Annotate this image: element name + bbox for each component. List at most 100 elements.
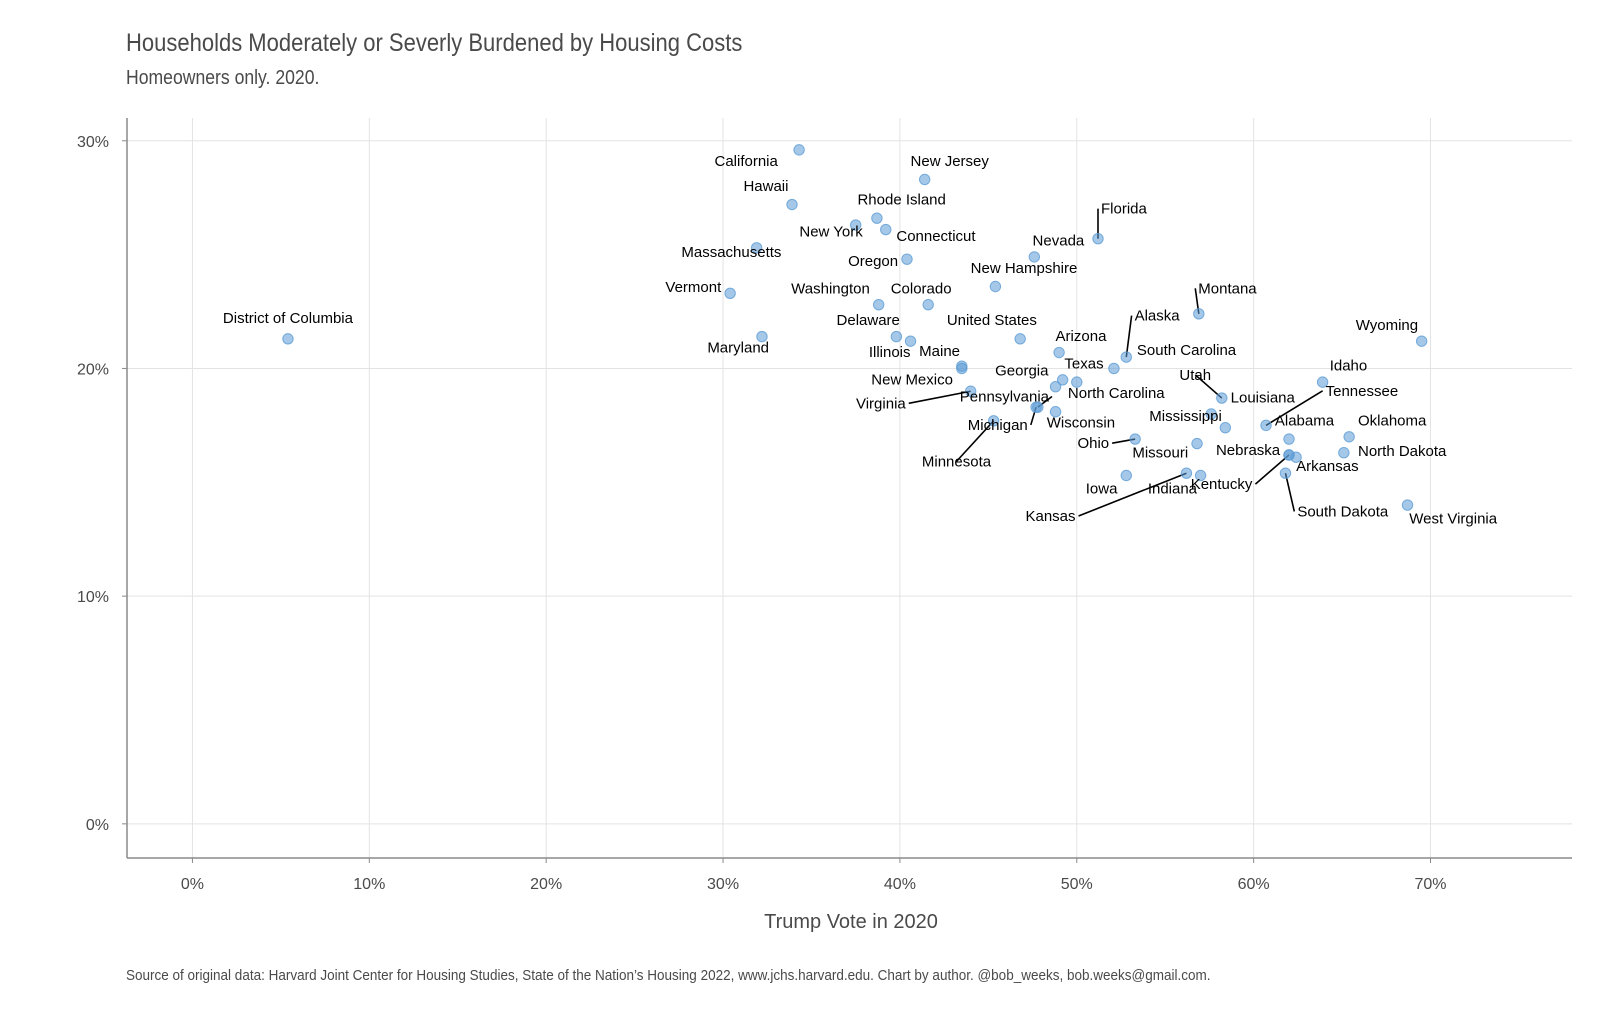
point-label: Mississippi	[1149, 408, 1222, 425]
point-label: Indiana	[1148, 481, 1198, 498]
point-label: South Carolina	[1137, 342, 1237, 359]
point-label: Hawaii	[743, 178, 788, 195]
point-label: Michigan	[968, 417, 1028, 434]
x-tick-label: 10%	[353, 876, 385, 893]
point-label: Pennsylvania	[960, 388, 1050, 405]
point-label: Montana	[1198, 280, 1257, 297]
data-point	[1279, 467, 1292, 479]
data-point	[880, 223, 892, 236]
data-point	[282, 333, 294, 345]
data-point	[1343, 431, 1355, 443]
data-point	[918, 173, 931, 186]
point-label: Nebraska	[1216, 442, 1281, 459]
data-point	[1092, 232, 1104, 245]
data-point	[1216, 392, 1228, 404]
point-label: Delaware	[837, 312, 900, 329]
point-label: Utah	[1179, 367, 1211, 384]
point-label: Iowa	[1086, 481, 1118, 498]
point-label: Alabama	[1275, 412, 1335, 429]
data-point	[1193, 308, 1205, 320]
data-point	[1049, 406, 1062, 418]
y-tick-label: 10%	[77, 589, 109, 606]
point-label: Massachusetts	[681, 244, 781, 261]
point-label: North Dakota	[1358, 443, 1447, 460]
data-point	[724, 287, 736, 300]
data-points	[282, 144, 1428, 511]
x-tick-label: 0%	[181, 876, 204, 893]
data-point	[901, 253, 913, 265]
point-label: Georgia	[995, 362, 1049, 379]
point-label: Maine	[919, 343, 960, 360]
x-tick-label: 50%	[1061, 876, 1093, 893]
leader-line	[1284, 473, 1296, 512]
data-point	[1030, 401, 1042, 413]
point-label: West Virginia	[1409, 510, 1497, 527]
point-label: South Dakota	[1297, 503, 1389, 520]
point-label: California	[714, 153, 778, 170]
point-label: Tennessee	[1326, 383, 1399, 400]
x-tick-label: 30%	[707, 876, 739, 893]
point-label: Kansas	[1025, 508, 1075, 525]
point-label: United States	[947, 312, 1037, 329]
point-labels: District of Columbia California Hawaii Mass…	[223, 153, 1498, 527]
leader-line	[955, 420, 995, 462]
data-point	[890, 330, 903, 343]
leader-line	[1194, 374, 1223, 399]
data-point	[1120, 351, 1132, 363]
point-label: Washington	[791, 280, 870, 297]
point-label: Maryland	[707, 340, 769, 357]
point-label: Rhode Island	[857, 192, 945, 209]
chart-caption: Source of original data: Harvard Joint C…	[126, 967, 1211, 984]
data-point	[1108, 362, 1120, 375]
data-point	[1120, 469, 1132, 482]
data-point	[1071, 376, 1083, 388]
point-label: Florida	[1101, 201, 1148, 218]
leader-line	[908, 390, 971, 405]
data-point	[750, 242, 763, 254]
chart-title: Households Moderately or Severly Burdene…	[126, 29, 743, 57]
point-label: Minnesota	[922, 453, 992, 470]
data-point	[1049, 380, 1062, 393]
data-point	[1283, 433, 1295, 445]
y-tick-label: 30%	[77, 134, 109, 151]
point-label: Alaska	[1135, 308, 1181, 325]
data-point	[989, 280, 1002, 293]
point-label: New Mexico	[871, 371, 953, 388]
point-label: Wyoming	[1356, 317, 1418, 334]
point-label: Texas	[1064, 355, 1103, 372]
axes: 0% 10% 20% 30% 40% 50% 60% 70% 0% 10% 20% 30%	[77, 118, 1572, 893]
y-tick-label: 20%	[77, 361, 109, 378]
x-axis-title: Trump Vote in 2020	[764, 911, 938, 933]
data-point	[1205, 408, 1217, 420]
point-label: Nevada	[1033, 233, 1085, 250]
point-label: Wisconsin	[1047, 415, 1115, 432]
leader-line	[1078, 472, 1187, 517]
data-point	[1401, 499, 1414, 511]
point-label: Louisiana	[1231, 390, 1296, 407]
data-point	[1219, 421, 1232, 434]
leader-line	[1265, 390, 1324, 427]
x-tick-label: 70%	[1414, 876, 1446, 893]
point-label: Kentucky	[1191, 476, 1253, 493]
data-point	[1316, 376, 1329, 388]
point-label: Vermont	[665, 279, 722, 296]
point-label: Idaho	[1330, 358, 1368, 375]
data-point	[871, 212, 883, 224]
data-point	[1290, 451, 1302, 463]
data-point	[872, 299, 885, 311]
leader-line	[1254, 454, 1290, 485]
point-label: Virginia	[856, 395, 906, 412]
point-label: Oklahoma	[1358, 412, 1427, 429]
x-tick-label: 60%	[1238, 876, 1270, 893]
data-point	[956, 362, 968, 375]
label-leaders	[908, 208, 1324, 517]
x-tick-label: 40%	[884, 876, 916, 893]
data-point	[1129, 433, 1141, 445]
point-label: New Jersey	[911, 153, 990, 170]
x-tick-label: 20%	[530, 876, 562, 893]
point-label: New York	[799, 223, 863, 240]
data-point	[1415, 335, 1428, 347]
point-label: New Hampshire	[971, 260, 1078, 277]
data-point	[1014, 333, 1026, 345]
data-point	[1180, 467, 1193, 479]
